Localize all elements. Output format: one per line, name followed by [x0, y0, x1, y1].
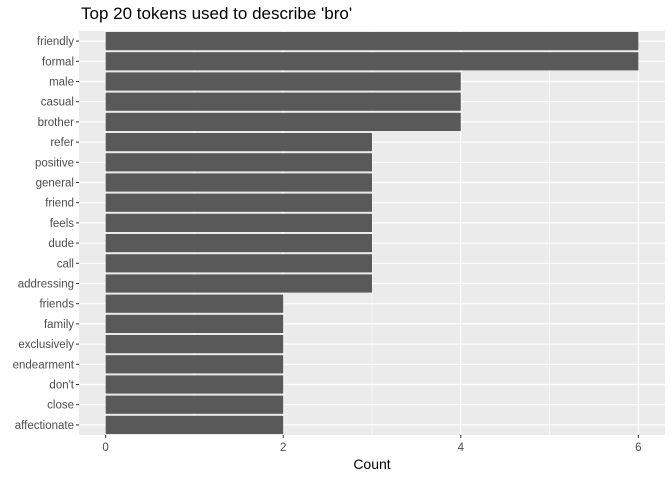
y-tick-label: affectionate	[15, 420, 74, 432]
bar-family	[105, 314, 284, 333]
bar-positive	[105, 153, 373, 172]
bar-casual	[105, 92, 461, 111]
bar-friendly	[105, 32, 639, 51]
bar-affectionate	[105, 415, 284, 434]
y-tick-label: general	[36, 178, 74, 190]
y-tick-label: formal	[42, 56, 74, 68]
y-tick-label: positive	[35, 157, 74, 169]
bar-endearment	[105, 355, 284, 374]
y-tick-label: don't	[49, 380, 74, 392]
bar-dude	[105, 234, 373, 253]
bar-feels	[105, 213, 373, 232]
y-tick-label: dude	[48, 238, 74, 250]
bar-general	[105, 173, 373, 192]
y-tick-label: friends	[39, 299, 74, 311]
x-axis: 0 2 4 6	[102, 435, 642, 454]
y-tick-label: close	[47, 400, 74, 412]
chart-title: Top 20 tokens used to describe 'bro'	[81, 4, 353, 23]
y-tick-label: addressing	[18, 279, 74, 291]
y-tick-label: endearment	[13, 359, 75, 371]
bar-exclusively	[105, 335, 284, 354]
bar-male	[105, 72, 461, 91]
y-tick-label: brother	[38, 117, 75, 129]
bar-friend	[105, 193, 373, 212]
y-tick-label: family	[44, 319, 74, 331]
x-tick-label: 2	[280, 442, 286, 454]
bar-close	[105, 395, 284, 414]
y-tick-label: casual	[41, 97, 74, 109]
x-axis-title: Count	[353, 456, 390, 472]
y-tick-label: exclusively	[18, 339, 74, 351]
bar-addressing	[105, 274, 373, 293]
y-tick-label: friend	[45, 198, 74, 210]
x-tick-label: 4	[458, 442, 465, 454]
bar-call	[105, 254, 373, 273]
y-tick-label: refer	[50, 137, 74, 149]
x-tick-label: 0	[102, 442, 108, 454]
y-axis: friendly formal male casual brother refer posi…	[13, 36, 79, 432]
bar-don-t	[105, 375, 284, 394]
bar-refer	[105, 133, 373, 152]
bars	[105, 32, 639, 434]
bar-friends	[105, 294, 284, 313]
bar-brother	[105, 112, 461, 131]
y-tick-label: feels	[50, 218, 75, 230]
x-tick-label: 6	[635, 442, 641, 454]
bar-formal	[105, 52, 639, 71]
y-tick-label: call	[57, 258, 74, 270]
y-tick-label: male	[49, 77, 74, 89]
y-tick-label: friendly	[37, 36, 74, 48]
